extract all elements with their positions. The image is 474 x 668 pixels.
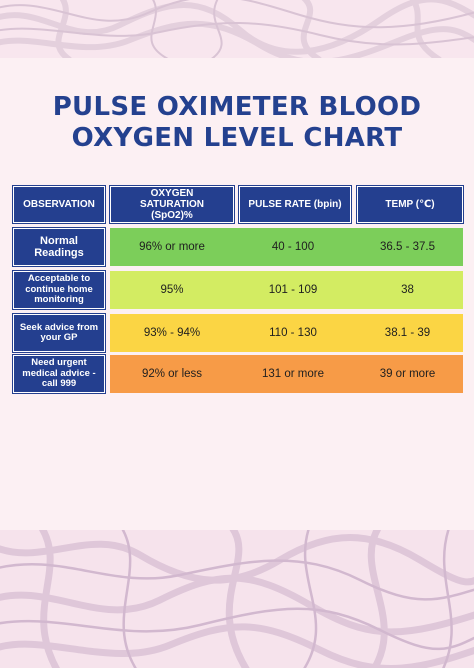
- cell-temp: 38.1 - 39: [384, 327, 431, 339]
- cell-spo2: 95%: [160, 284, 184, 296]
- cell-spo2: 96% or more: [139, 241, 205, 253]
- table-row-normal: 96% or more 40 - 100 36.5 - 37.5: [110, 228, 463, 266]
- row-label-urgent: Need urgent medical advice - call 999: [13, 355, 105, 393]
- cell-spo2: 92% or less: [141, 368, 203, 380]
- cell-pulse: 101 - 109: [268, 284, 318, 296]
- cell-temp: 38: [401, 284, 414, 296]
- marble-pattern-bottom: [0, 530, 474, 668]
- cell-pulse: 110 - 130: [269, 327, 317, 339]
- cell-temp: 39 or more: [379, 368, 436, 380]
- cell-temp: 36.5 - 37.5: [380, 241, 435, 253]
- title-line-2: OXYGEN LEVEL CHART: [71, 123, 403, 153]
- title-line-1: PULSE OXIMETER BLOOD: [52, 92, 422, 122]
- page-title: PULSE OXIMETER BLOOD OXYGEN LEVEL CHART: [0, 92, 474, 154]
- table-row-urgent: 92% or less 131 or more 39 or more: [110, 355, 463, 393]
- row-label-normal: Normal Readings: [13, 228, 105, 266]
- cell-spo2: 93% - 94%: [143, 327, 201, 339]
- header-observation: OBSERVATION: [13, 186, 105, 223]
- row-label-seek-advice: Seek advice from your GP: [13, 314, 105, 352]
- row-label-acceptable: Acceptable to continue home monitoring: [13, 271, 105, 309]
- header-temp: TEMP (℃): [357, 186, 463, 223]
- cell-pulse: 40 - 100: [271, 241, 315, 253]
- header-pulse-rate: PULSE RATE (bpin): [239, 186, 351, 223]
- header-oxygen-saturation: OXYGEN SATURATION (SpO2)%: [110, 186, 234, 223]
- table-row-acceptable: 95% 101 - 109 38: [110, 271, 463, 309]
- table-row-seek-advice: 93% - 94% 110 - 130 38.1 - 39: [110, 314, 463, 352]
- cell-pulse: 131 or more: [261, 368, 324, 380]
- marble-pattern-top: [0, 0, 474, 58]
